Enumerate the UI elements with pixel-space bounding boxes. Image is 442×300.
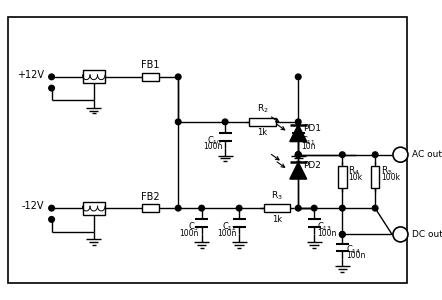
Text: C$_{10}$: C$_{10}$ bbox=[207, 134, 222, 147]
Bar bbox=[83, 202, 105, 215]
Text: R$_2$: R$_2$ bbox=[257, 103, 268, 115]
Circle shape bbox=[49, 217, 54, 222]
Bar bbox=[141, 73, 159, 81]
Text: FB2: FB2 bbox=[141, 192, 160, 202]
Circle shape bbox=[49, 205, 54, 211]
Text: 100n: 100n bbox=[203, 142, 222, 152]
Circle shape bbox=[339, 205, 345, 211]
Circle shape bbox=[393, 227, 408, 242]
Circle shape bbox=[339, 152, 345, 158]
Circle shape bbox=[49, 85, 54, 91]
Text: PD1: PD1 bbox=[303, 124, 321, 133]
Text: C$_{11}$: C$_{11}$ bbox=[301, 134, 316, 147]
Text: 1k: 1k bbox=[272, 215, 282, 224]
Text: R$_4$: R$_4$ bbox=[348, 164, 360, 177]
Circle shape bbox=[199, 205, 205, 211]
Circle shape bbox=[222, 119, 228, 125]
Text: C$_3$: C$_3$ bbox=[187, 220, 199, 233]
Text: DC out: DC out bbox=[412, 230, 442, 239]
Text: 10k: 10k bbox=[348, 173, 362, 182]
Circle shape bbox=[372, 205, 378, 211]
Polygon shape bbox=[290, 125, 307, 142]
Circle shape bbox=[49, 74, 54, 80]
Text: R$_5$: R$_5$ bbox=[381, 164, 392, 177]
Circle shape bbox=[295, 74, 301, 80]
Text: AC out: AC out bbox=[412, 150, 442, 159]
Circle shape bbox=[175, 205, 181, 211]
Text: C$_{12}$: C$_{12}$ bbox=[221, 220, 236, 233]
Text: 100k: 100k bbox=[381, 173, 400, 182]
Text: 10n: 10n bbox=[301, 142, 316, 152]
Circle shape bbox=[372, 152, 378, 158]
Bar bbox=[338, 166, 347, 188]
Text: 100n: 100n bbox=[217, 229, 236, 238]
Text: PD2: PD2 bbox=[303, 161, 321, 170]
Bar bbox=[141, 204, 159, 212]
Circle shape bbox=[295, 205, 301, 211]
Polygon shape bbox=[290, 162, 307, 179]
Text: R$_3$: R$_3$ bbox=[271, 189, 282, 202]
Text: FB1: FB1 bbox=[141, 60, 159, 70]
Circle shape bbox=[339, 232, 345, 237]
Circle shape bbox=[295, 152, 301, 158]
Text: C$_{13}$: C$_{13}$ bbox=[317, 220, 332, 233]
Circle shape bbox=[175, 74, 181, 80]
Text: C$_{14}$: C$_{14}$ bbox=[346, 244, 361, 256]
Bar bbox=[249, 118, 276, 126]
Circle shape bbox=[393, 147, 408, 162]
Circle shape bbox=[295, 119, 301, 125]
Circle shape bbox=[295, 152, 301, 158]
Circle shape bbox=[295, 152, 301, 158]
Text: -12V: -12V bbox=[22, 201, 44, 211]
Text: 1k: 1k bbox=[258, 128, 268, 137]
Text: 100n: 100n bbox=[346, 251, 366, 260]
Bar bbox=[83, 70, 105, 83]
Text: +12V: +12V bbox=[17, 70, 44, 80]
Bar bbox=[371, 166, 379, 188]
Bar bbox=[263, 204, 290, 212]
Circle shape bbox=[175, 119, 181, 125]
Text: 100n: 100n bbox=[179, 229, 199, 238]
Circle shape bbox=[339, 232, 345, 237]
Text: 100n: 100n bbox=[317, 229, 336, 238]
Circle shape bbox=[236, 205, 242, 211]
Circle shape bbox=[311, 205, 317, 211]
